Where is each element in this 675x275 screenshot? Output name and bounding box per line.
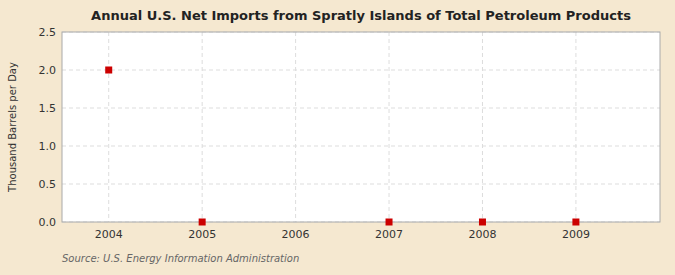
grid-line (575, 32, 576, 222)
grid (62, 32, 660, 222)
y-tick-label: 0.5 (39, 178, 57, 191)
point (199, 219, 206, 226)
y-tick-label: 1.0 (39, 140, 57, 153)
y-tick-label: 1.5 (39, 102, 57, 115)
grid-line (62, 108, 660, 109)
point (572, 219, 579, 226)
x-tick-label: 2009 (562, 228, 590, 241)
x-tick-label: 2005 (188, 228, 216, 241)
grid-line (62, 184, 660, 185)
grid-line (202, 32, 203, 222)
point (386, 219, 393, 226)
grid-line (62, 146, 660, 147)
y-tick-label: 2.5 (39, 26, 57, 39)
grid-line (295, 32, 296, 222)
x-tick-label: 2008 (468, 228, 496, 241)
points (105, 67, 579, 226)
source-note: Source: U.S. Energy Information Administ… (62, 253, 299, 264)
grid-line (62, 70, 660, 71)
grid-line (482, 32, 483, 222)
x-tick-label: 2006 (282, 228, 310, 241)
y-tick-label: 2.0 (39, 64, 57, 77)
chart: 0.0 0.5 1.0 1.5 2.0 2.5 2004 2005 2006 2007 2008 20… (0, 0, 675, 275)
point (479, 219, 486, 226)
y-tick-label: 0.0 (39, 216, 57, 229)
grid-line (389, 32, 390, 222)
axes: 0.0 0.5 1.0 1.5 2.0 2.5 2004 2005 2006 2007 2008 20… (39, 26, 661, 241)
y-axis-label: Thousand Barrels per Day (7, 62, 18, 193)
title: Annual U.S. Net Imports from Spratly Isl… (91, 8, 631, 23)
x-tick-label: 2007 (375, 228, 403, 241)
x-tick-label: 2004 (95, 228, 123, 241)
plot-frame (62, 32, 660, 222)
grid-line (108, 32, 109, 222)
point (105, 67, 112, 74)
plot-background (62, 32, 660, 222)
